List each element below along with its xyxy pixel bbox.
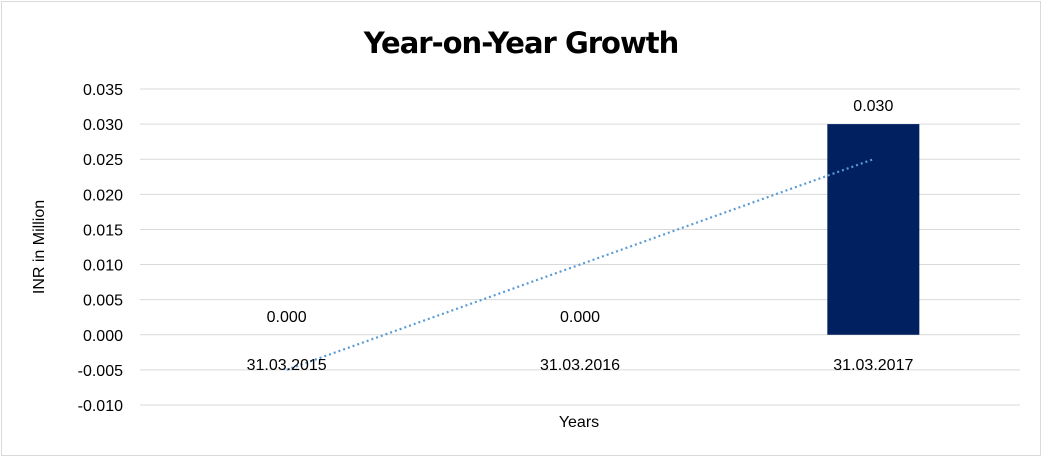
y-tick-label: 0.015 bbox=[83, 222, 123, 239]
y-tick-label: 0.000 bbox=[83, 328, 123, 345]
y-tick-label: 0.010 bbox=[83, 258, 123, 275]
y-tick-label: -0.005 bbox=[78, 363, 123, 380]
bar bbox=[827, 124, 920, 335]
y-tick-label: -0.010 bbox=[78, 398, 123, 415]
data-label: 0.030 bbox=[853, 98, 893, 115]
trendline bbox=[286, 158, 874, 371]
x-tick-label: 31.03.2017 bbox=[833, 357, 913, 374]
y-tick-label: 0.020 bbox=[83, 187, 123, 204]
x-tick-label: 31.03.2015 bbox=[247, 357, 327, 374]
y-tick-label: 0.030 bbox=[83, 117, 123, 134]
data-label: 0.000 bbox=[267, 309, 307, 326]
y-tick-label: 0.025 bbox=[83, 152, 123, 169]
y-axis-label: INR in Million bbox=[31, 200, 48, 294]
x-tick-label: 31.03.2016 bbox=[540, 357, 620, 374]
chart-title: Year-on-Year Growth bbox=[363, 26, 679, 60]
y-tick-label: 0.005 bbox=[83, 293, 123, 310]
x-axis-label: Years bbox=[559, 414, 599, 431]
data-label: 0.000 bbox=[560, 309, 600, 326]
y-tick-label: 0.035 bbox=[83, 82, 123, 99]
